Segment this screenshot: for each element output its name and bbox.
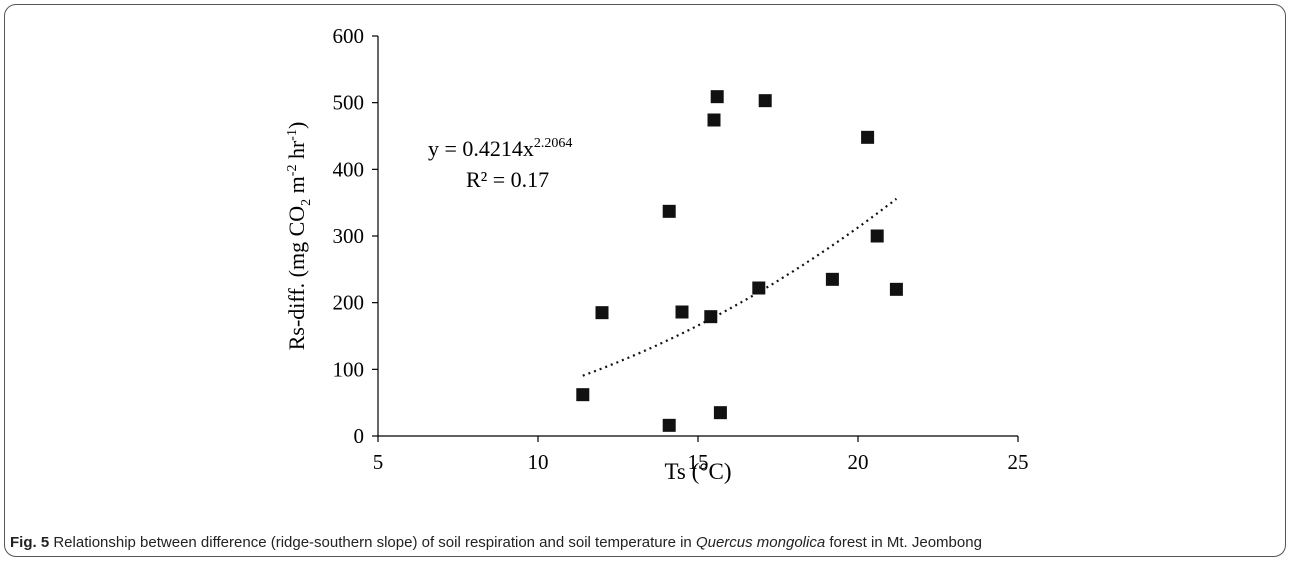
axes (377, 36, 1018, 437)
data-point (825, 272, 839, 286)
y-tick-label: 0 (354, 424, 365, 448)
x-tick-label: 10 (528, 450, 549, 474)
data-point (704, 310, 718, 324)
y-tick-label: 600 (333, 24, 365, 48)
data-point (595, 306, 609, 320)
data-point (710, 90, 724, 104)
data-point (707, 113, 721, 127)
y-tick-label: 100 (333, 357, 365, 381)
figure-caption: Fig. 5 Relationship between difference (… (10, 534, 1280, 551)
data-point (675, 305, 689, 319)
trendline-equation: y = 0.4214x2.2064 (428, 136, 572, 161)
data-point (713, 406, 727, 420)
trendline (582, 197, 898, 377)
data-point (662, 418, 676, 432)
r-squared-label: R² = 0.17 (466, 167, 549, 192)
caption-text-after: forest in Mt. Jeombong (825, 534, 982, 551)
trendline-path (582, 197, 898, 377)
x-tick-label: 15 (688, 450, 709, 474)
data-point (576, 388, 590, 402)
y-axis-title: Rs-diff. (mg CO2 m-2 hr-1) (284, 122, 314, 351)
ticks: 0 100 200 300 400 500 600 5 10 15 20 25 (333, 24, 1029, 474)
figure-frame (4, 4, 1286, 557)
caption-species: Quercus mongolica (695, 534, 826, 551)
y-tick-label: 400 (333, 157, 365, 181)
chart-labels: Ts (°C) Rs-diff. (mg CO2 m-2 hr-1) y = 0.4… (284, 122, 732, 484)
y-tick-label: 300 (333, 224, 365, 248)
caption-label: Fig. 5 (10, 534, 50, 551)
x-tick-label: 5 (373, 450, 384, 474)
x-axis-title: Ts (°C) (664, 459, 731, 484)
data-point (662, 204, 676, 218)
data-points (576, 90, 903, 432)
caption-text-before: Relationship between difference (ridge-s… (49, 534, 696, 551)
data-point (758, 94, 772, 108)
data-point (861, 130, 875, 144)
x-tick-label: 25 (1008, 450, 1029, 474)
data-point (870, 229, 884, 243)
y-tick-label: 500 (333, 91, 365, 115)
y-tick-label: 200 (333, 291, 365, 315)
data-point (752, 281, 766, 295)
x-tick-label: 20 (848, 450, 869, 474)
data-point (889, 282, 903, 296)
